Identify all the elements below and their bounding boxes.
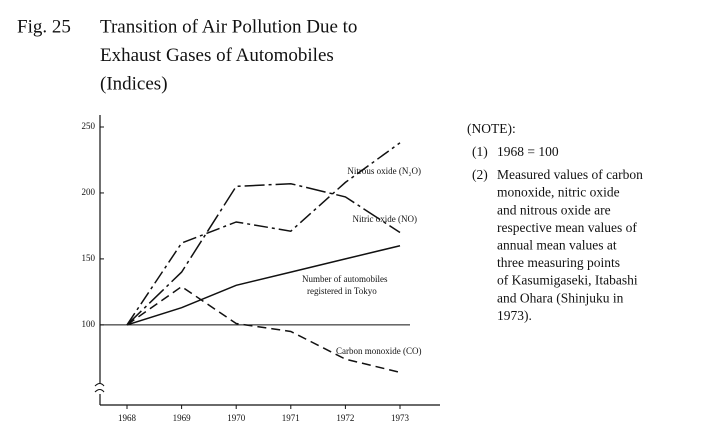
- axis-break: [94, 382, 105, 393]
- x-tick-label: 1968: [118, 413, 137, 423]
- y-tick-label: 250: [82, 121, 96, 131]
- series-label: Carbon monoxide (CO): [336, 346, 422, 356]
- note-text: 1973).: [497, 308, 532, 323]
- note-text: monoxide, nitric oxide: [497, 185, 620, 200]
- note-text: 1968 = 100: [497, 144, 559, 159]
- data-line: [126, 244, 401, 326]
- note-title: (NOTE):: [467, 121, 516, 136]
- note-text: and Ohara (Shinjuku in: [497, 290, 624, 305]
- note-number: (2): [472, 167, 488, 182]
- y-tick-label: 150: [82, 253, 96, 263]
- data-line: [126, 285, 401, 374]
- series-label: Nitric oxide (NO): [353, 214, 417, 224]
- y-tick-label: 200: [82, 187, 96, 197]
- note-text: three measuring points: [497, 255, 620, 270]
- note-text: and nitrous oxide are: [497, 202, 611, 217]
- chart-title: (Indices): [100, 73, 168, 94]
- note-text: annual mean values at: [497, 237, 617, 252]
- note-number: (1): [472, 144, 488, 159]
- x-tick-label: 1972: [336, 413, 354, 423]
- series-label: Nitrous oxide (N₂O): [347, 166, 421, 176]
- chart-title: Transition of Air Pollution Due to: [100, 16, 357, 37]
- figure-number: Fig. 25: [17, 16, 71, 37]
- y-tick-label: 100: [82, 319, 96, 329]
- x-tick-label: 1973: [391, 413, 410, 423]
- x-tick-label: 1969: [173, 413, 192, 423]
- note-text: Measured values of carbon: [497, 167, 643, 182]
- note-text: respective mean values of: [497, 220, 637, 235]
- x-tick-label: 1971: [282, 413, 300, 423]
- note-text: of Kasumigaseki, Itabashi: [497, 273, 638, 288]
- series-label: Number of automobiles registered in Tokyo: [302, 274, 388, 296]
- chart-title: Exhaust Gases of Automobiles: [100, 45, 334, 66]
- x-tick-label: 1970: [227, 413, 246, 423]
- data-line: [126, 142, 401, 326]
- data-line: [126, 182, 401, 326]
